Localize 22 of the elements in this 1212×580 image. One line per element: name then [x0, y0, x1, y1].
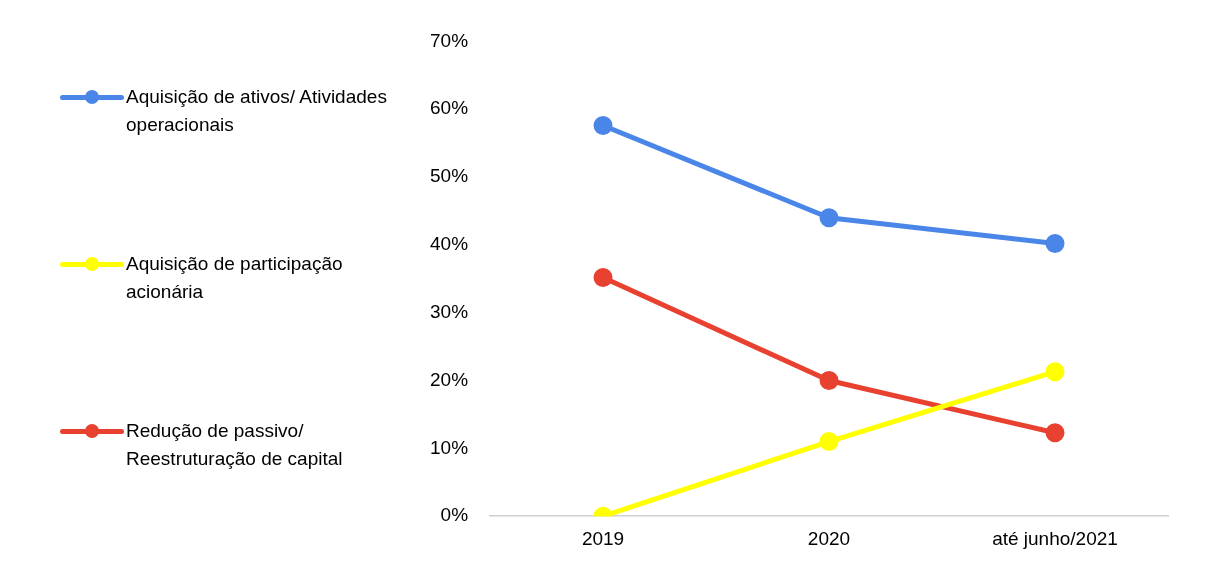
point — [1045, 362, 1065, 382]
point — [1045, 234, 1065, 254]
y-tick-label: 40% — [430, 233, 469, 255]
y-tick-label: 60% — [430, 97, 469, 119]
point — [593, 116, 613, 136]
y-tick-label: 50% — [430, 165, 469, 187]
y-tick-label: 30% — [430, 300, 469, 322]
legend-label: Aquisição de participação acionária — [126, 252, 344, 304]
x-tick-label: até junho/2021 — [992, 527, 1118, 549]
x-tick-label: 2019 — [581, 527, 625, 549]
point — [819, 371, 839, 391]
legend-label: Redução de passivo/ Reestruturação de capital — [126, 418, 344, 471]
x-tick-label: 2020 — [807, 527, 851, 549]
point — [819, 432, 839, 452]
point — [819, 208, 839, 228]
y-tick-label: 0% — [440, 504, 469, 526]
point — [1045, 423, 1065, 443]
y-tick-label: 70% — [430, 29, 469, 51]
y-tick-label: 10% — [430, 436, 469, 458]
legend-label: Aquisição de ativos/ Atividades operacionais — [126, 85, 388, 138]
y-tick-label: 20% — [430, 368, 469, 390]
point — [593, 267, 613, 287]
